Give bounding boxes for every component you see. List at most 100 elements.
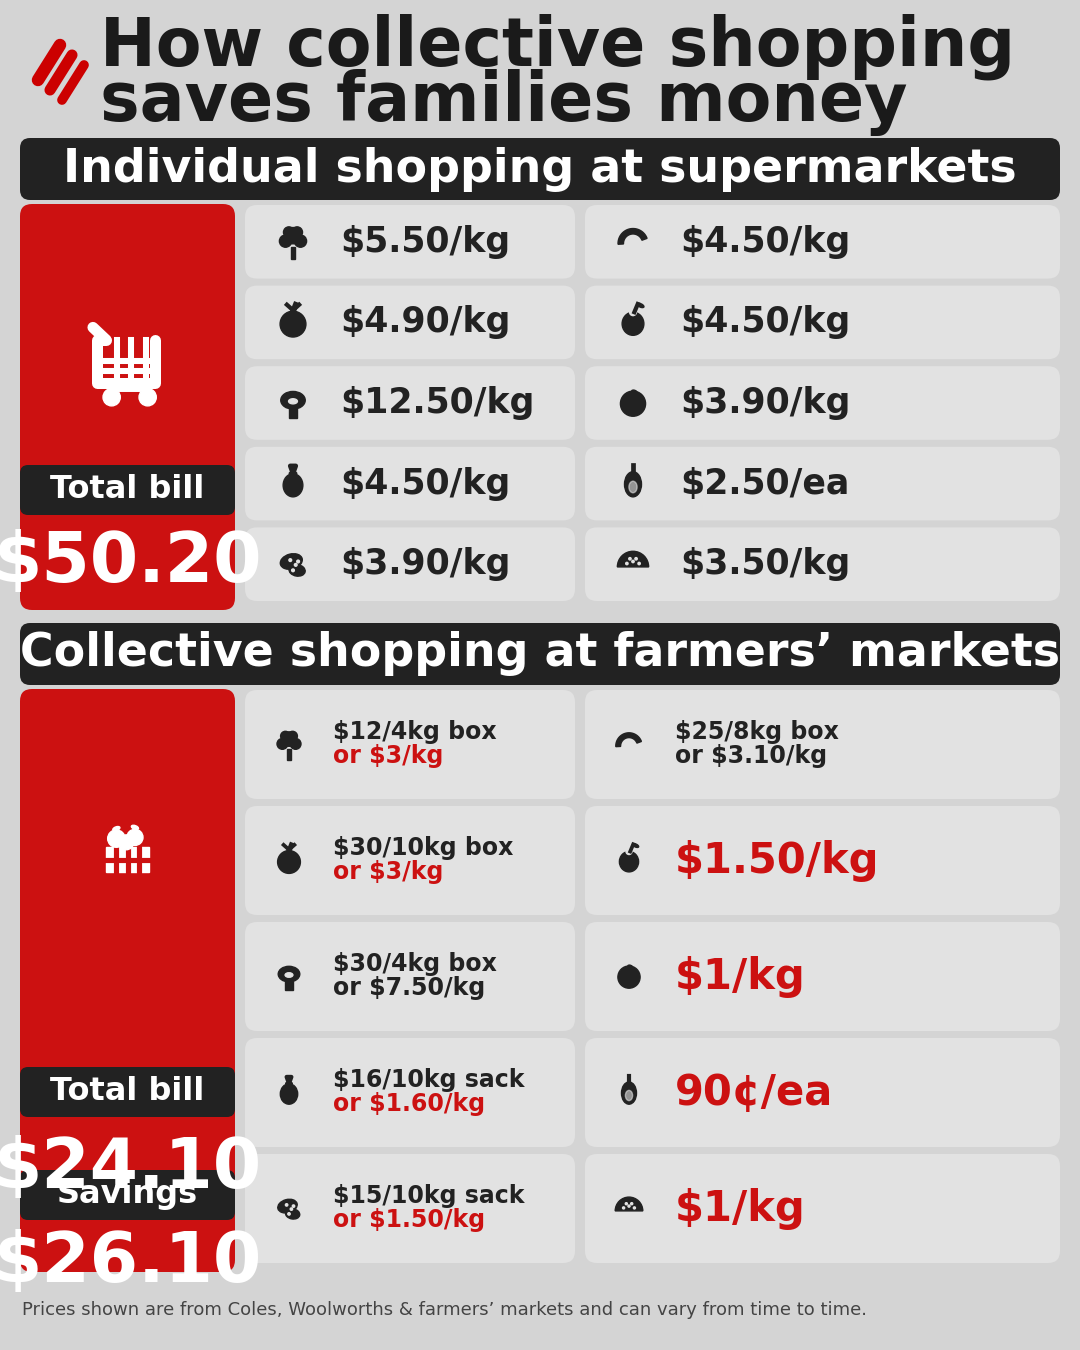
Ellipse shape xyxy=(633,844,638,848)
Circle shape xyxy=(292,227,302,238)
Text: or $3/kg: or $3/kg xyxy=(333,744,444,768)
Text: $15/10kg sack: $15/10kg sack xyxy=(333,1184,525,1208)
FancyBboxPatch shape xyxy=(245,447,575,520)
Circle shape xyxy=(281,732,291,741)
Text: $26.10: $26.10 xyxy=(0,1228,261,1296)
Circle shape xyxy=(287,1212,291,1215)
Ellipse shape xyxy=(622,312,644,335)
FancyBboxPatch shape xyxy=(21,204,235,610)
Circle shape xyxy=(282,732,296,747)
Text: Total bill: Total bill xyxy=(51,474,205,505)
Text: $3.90/kg: $3.90/kg xyxy=(680,386,850,420)
Text: or $7.50/kg: or $7.50/kg xyxy=(333,976,485,1000)
Circle shape xyxy=(635,558,637,560)
Circle shape xyxy=(297,560,299,563)
Wedge shape xyxy=(618,551,649,567)
Polygon shape xyxy=(618,228,647,244)
Circle shape xyxy=(285,228,301,244)
Bar xyxy=(106,848,149,872)
Text: $12/4kg box: $12/4kg box xyxy=(333,721,497,744)
FancyBboxPatch shape xyxy=(585,205,1059,278)
Text: or $1.60/kg: or $1.60/kg xyxy=(333,1092,485,1116)
Circle shape xyxy=(139,389,157,406)
FancyBboxPatch shape xyxy=(585,922,1059,1031)
Text: Collective shopping at farmers’ markets: Collective shopping at farmers’ markets xyxy=(21,632,1059,676)
Ellipse shape xyxy=(624,471,642,497)
FancyBboxPatch shape xyxy=(585,1154,1059,1264)
FancyBboxPatch shape xyxy=(585,366,1059,440)
Circle shape xyxy=(295,563,297,566)
FancyBboxPatch shape xyxy=(245,1154,575,1264)
Ellipse shape xyxy=(285,973,293,977)
Text: $50.20: $50.20 xyxy=(0,528,261,595)
Circle shape xyxy=(291,1208,293,1211)
Text: Total bill: Total bill xyxy=(51,1076,205,1107)
Text: $3.50/kg: $3.50/kg xyxy=(680,547,850,582)
FancyBboxPatch shape xyxy=(585,528,1059,601)
Text: $1.50/kg: $1.50/kg xyxy=(675,840,879,882)
Ellipse shape xyxy=(289,471,297,475)
FancyBboxPatch shape xyxy=(21,622,1059,684)
Ellipse shape xyxy=(132,825,138,830)
Text: $4.50/kg: $4.50/kg xyxy=(680,225,850,259)
Circle shape xyxy=(108,830,125,848)
FancyBboxPatch shape xyxy=(585,806,1059,915)
Circle shape xyxy=(285,1204,287,1206)
FancyBboxPatch shape xyxy=(245,528,575,601)
Wedge shape xyxy=(616,1197,643,1211)
Circle shape xyxy=(126,829,143,845)
Ellipse shape xyxy=(279,967,300,981)
Text: $5.50/kg: $5.50/kg xyxy=(340,225,510,259)
FancyBboxPatch shape xyxy=(21,1170,235,1220)
Circle shape xyxy=(631,1203,633,1204)
FancyBboxPatch shape xyxy=(21,688,235,1272)
Ellipse shape xyxy=(288,398,297,404)
Circle shape xyxy=(283,227,295,238)
Polygon shape xyxy=(616,733,642,747)
Circle shape xyxy=(292,568,295,571)
FancyBboxPatch shape xyxy=(21,464,235,514)
Circle shape xyxy=(119,834,134,849)
Ellipse shape xyxy=(621,1081,636,1104)
Text: Individual shopping at supermarkets: Individual shopping at supermarkets xyxy=(64,147,1016,192)
Bar xyxy=(291,247,296,259)
Text: $2.50/ea: $2.50/ea xyxy=(680,467,849,501)
Ellipse shape xyxy=(112,826,120,830)
FancyBboxPatch shape xyxy=(245,690,575,799)
FancyBboxPatch shape xyxy=(585,286,1059,359)
Text: 90¢/ea: 90¢/ea xyxy=(675,1072,834,1114)
FancyBboxPatch shape xyxy=(245,922,575,1031)
FancyBboxPatch shape xyxy=(245,806,575,915)
Ellipse shape xyxy=(281,392,306,409)
Circle shape xyxy=(630,309,636,316)
FancyBboxPatch shape xyxy=(245,205,575,278)
Bar xyxy=(288,401,297,418)
Text: or $3/kg: or $3/kg xyxy=(333,860,444,884)
Text: Savings: Savings xyxy=(57,1180,198,1211)
Ellipse shape xyxy=(281,1084,298,1104)
Text: $1/kg: $1/kg xyxy=(675,956,806,998)
Text: $12.50/kg: $12.50/kg xyxy=(340,386,535,420)
Circle shape xyxy=(638,563,640,564)
Text: $30/4kg box: $30/4kg box xyxy=(333,953,497,976)
Circle shape xyxy=(278,850,300,873)
Text: $1/kg: $1/kg xyxy=(675,1188,806,1230)
Circle shape xyxy=(287,732,297,741)
Ellipse shape xyxy=(625,1091,633,1100)
Circle shape xyxy=(626,849,632,855)
FancyBboxPatch shape xyxy=(21,138,1059,200)
Text: Prices shown are from Coles, Woolworths & farmers’ markets and can vary from tim: Prices shown are from Coles, Woolworths … xyxy=(22,1301,867,1319)
Circle shape xyxy=(632,560,634,563)
Text: $4.90/kg: $4.90/kg xyxy=(340,305,511,339)
Circle shape xyxy=(289,559,292,562)
FancyBboxPatch shape xyxy=(585,690,1059,799)
Circle shape xyxy=(293,1206,295,1207)
Text: $16/10kg sack: $16/10kg sack xyxy=(333,1068,525,1092)
Ellipse shape xyxy=(278,1199,297,1212)
Ellipse shape xyxy=(283,474,302,497)
Circle shape xyxy=(276,738,287,749)
Circle shape xyxy=(295,235,307,247)
Text: or $1.50/kg: or $1.50/kg xyxy=(333,1208,485,1233)
FancyBboxPatch shape xyxy=(245,1038,575,1148)
FancyBboxPatch shape xyxy=(21,1066,235,1116)
